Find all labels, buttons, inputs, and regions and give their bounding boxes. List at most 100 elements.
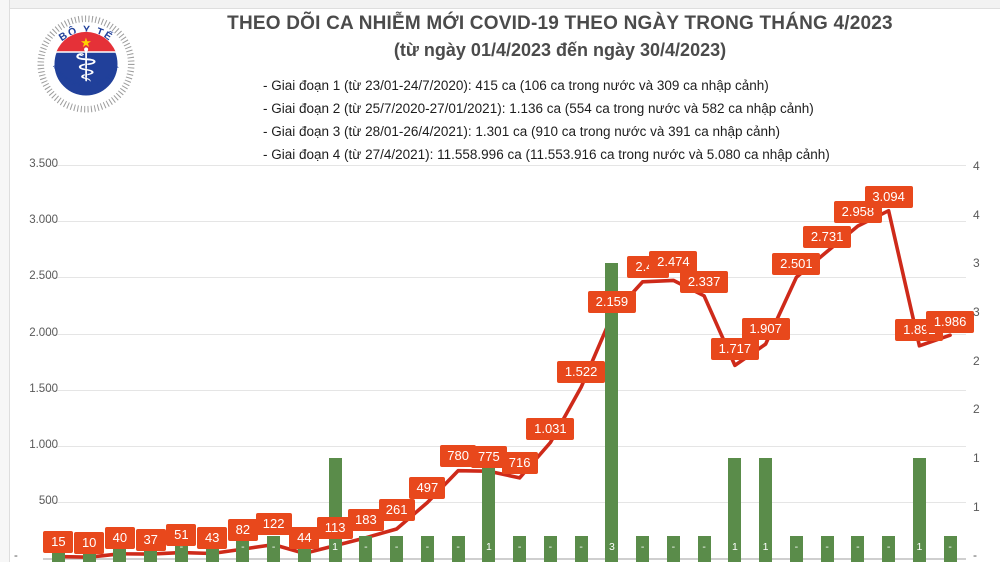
deaths-bar-label: - — [640, 541, 645, 553]
case-count-label: 780 — [440, 445, 477, 467]
y-axis-label-left: 3.000 — [29, 214, 58, 227]
deaths-bar-label: - — [548, 541, 553, 553]
deaths-bar — [851, 536, 865, 562]
case-count-label: 1.522 — [557, 361, 606, 383]
case-count-label: 2.474 — [649, 251, 698, 273]
case-count-label: 2.337 — [680, 271, 729, 293]
case-count-label: 122 — [255, 513, 292, 535]
y-axis-label-right: 2 — [973, 402, 980, 417]
deaths-bar-label: - — [179, 541, 184, 553]
deaths-bar-label: 1 — [332, 541, 339, 553]
deaths-bar — [697, 536, 711, 562]
deaths-bar — [236, 536, 250, 562]
deaths-bar-label: - — [579, 541, 583, 553]
deaths-bar — [574, 536, 588, 562]
deaths-bar — [359, 536, 373, 562]
deaths-bar-label: - — [271, 541, 276, 553]
deaths-bar-label: - — [856, 541, 860, 553]
y-axis-label-right: 1 — [973, 451, 980, 465]
gridline — [43, 221, 966, 223]
case-count-label: 2.501 — [772, 253, 821, 275]
page-left-border — [0, 0, 10, 562]
deaths-bar — [390, 536, 404, 562]
case-count-label: 2.159 — [587, 291, 636, 313]
deaths-bar-label: - — [425, 541, 430, 553]
deaths-bar — [420, 536, 434, 562]
deaths-bar-label: - — [794, 541, 799, 553]
deaths-bar-label: - — [394, 541, 399, 553]
y-axis-label-right: 1 — [973, 499, 980, 514]
gridline — [43, 502, 966, 504]
gridline — [43, 333, 966, 335]
case-count-label: 82 — [227, 519, 258, 541]
case-count-label: 3.094 — [864, 186, 913, 208]
phase-note-3: - Giai đoạn 3 (từ 28/01-26/4/2021): 1.30… — [263, 124, 781, 139]
phase-note-4: - Giai đoạn 4 (từ 27/4/2021): 11.558.996… — [263, 147, 830, 162]
page-top-border — [0, 0, 1000, 9]
deaths-bar — [666, 536, 680, 562]
deaths-bar-label: 1 — [485, 541, 492, 553]
phase-note-1: - Giai đoạn 1 (từ 23/01-24/7/2020): 415 … — [263, 78, 769, 93]
deaths-bar-label: - — [456, 541, 460, 553]
deaths-bar — [543, 536, 557, 562]
phase-notes: - Giai đoạn 1 (từ 23/01-24/7/2020): 415 … — [263, 74, 830, 166]
logo-red-band — [56, 31, 116, 52]
deaths-bar — [728, 458, 742, 562]
deaths-bar — [882, 536, 896, 562]
deaths-bar — [943, 536, 957, 562]
case-count-label: 1.031 — [526, 418, 575, 440]
case-count-label: 1.907 — [741, 318, 790, 340]
case-count-label: 183 — [347, 509, 384, 531]
y-axis-label-right: 2 — [973, 353, 980, 368]
y-axis-label-left: 3.500 — [29, 158, 58, 171]
chart-subtitle: (từ ngày 01/4/2023 đến ngày 30/4/2023) — [393, 40, 727, 60]
case-count-label: 261 — [378, 499, 415, 521]
y-axis-label-right: 4 — [973, 207, 980, 222]
gridline — [43, 277, 966, 279]
case-count-label: 1.717 — [710, 338, 759, 360]
y-axis-label-right: 3 — [973, 304, 980, 319]
y-axis-label-left: 500 — [38, 495, 58, 508]
chart-title: THEO DÕI CA NHIỄM MỚI COVID-19 THEO NGÀY… — [227, 13, 893, 34]
deaths-bar — [759, 458, 773, 562]
logo-hatch-ring — [37, 15, 135, 113]
y-axis-label-left: 1.000 — [29, 439, 58, 451]
x-axis-line — [43, 557, 966, 560]
y-axis-label-left: 1.500 — [29, 382, 58, 395]
gridline — [43, 165, 966, 167]
case-count-label: 40 — [104, 527, 135, 549]
case-count-label: 113 — [317, 517, 354, 539]
deaths-bar — [482, 458, 496, 562]
case-count-label: 2.731 — [803, 226, 852, 248]
y-axis-label-right: 4 — [973, 158, 980, 173]
gridline — [43, 389, 966, 391]
case-count-label: 44 — [289, 527, 320, 549]
y-axis-label-right: 3 — [973, 256, 980, 271]
deaths-bar-label: - — [671, 541, 676, 553]
deaths-bar-label: 1 — [916, 541, 923, 553]
logo-asclepius-staff-icon: ⚕ — [74, 38, 99, 92]
deaths-bar-label: 1 — [731, 541, 738, 553]
deaths-bar-label: - — [241, 541, 245, 553]
deaths-bar — [789, 536, 803, 562]
case-count-label: 1.986 — [926, 311, 975, 333]
deaths-bar — [513, 536, 527, 562]
case-count-label: 37 — [135, 529, 166, 551]
deaths-bar-label: - — [517, 541, 522, 553]
y-axis-zero-left: - — [14, 550, 18, 562]
deaths-bar — [267, 536, 281, 562]
case-count-label: 43 — [197, 527, 228, 549]
deaths-bar — [912, 458, 926, 562]
y-axis-label-left: 2.500 — [29, 270, 58, 283]
case-count-label: 10 — [74, 532, 105, 554]
y-axis-label-left: 2.000 — [29, 326, 58, 339]
case-count-label: 497 — [409, 477, 446, 499]
deaths-bar — [820, 536, 834, 562]
logo-star-icon: ★ — [80, 36, 92, 51]
deaths-bar — [451, 536, 465, 562]
ministry-of-health-logo: BỘ Y TẾ ★ ⚕ MINISTRY OF HEALTH — [37, 15, 135, 113]
y-axis-label-right: - — [973, 548, 977, 562]
deaths-bar-label: - — [948, 541, 952, 553]
